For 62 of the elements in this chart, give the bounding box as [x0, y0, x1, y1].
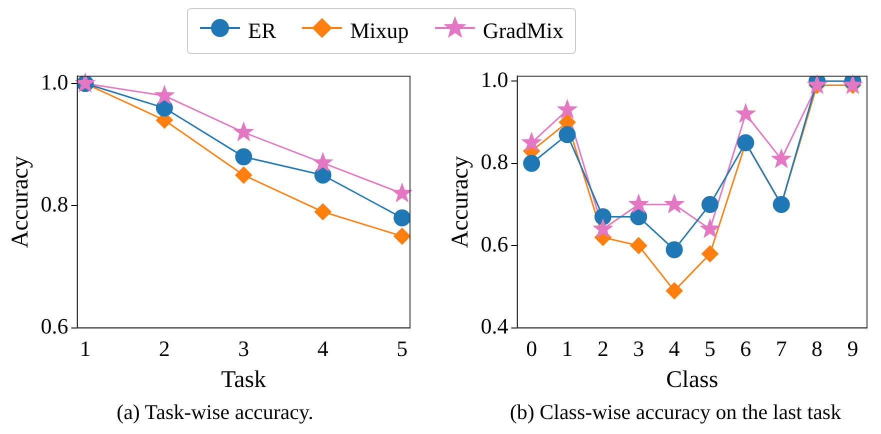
text: (a) Task-wise accuracy. [116, 400, 314, 425]
y-tick-label: 0.4 [480, 314, 508, 339]
x-tick-label: 1 [562, 336, 573, 361]
point [630, 237, 648, 254]
point [701, 245, 718, 262]
x-tick-label: 6 [740, 336, 752, 361]
point [156, 99, 173, 116]
point [701, 196, 718, 213]
point [235, 166, 252, 184]
y-axis-title: Accuracy [8, 156, 34, 248]
point [666, 282, 683, 300]
x-tick-label: 5 [396, 336, 408, 361]
text: (b) Class-wise accuracy on the last task [508, 400, 842, 425]
legend-label: Mixup [350, 18, 409, 44]
point [842, 74, 864, 94]
point [392, 182, 413, 202]
legend-label: ER [248, 18, 276, 44]
x-tick-label: 9 [847, 336, 858, 361]
point [74, 72, 96, 92]
x-tick-label: 2 [597, 336, 608, 361]
point [521, 132, 542, 152]
point [154, 84, 175, 105]
x-tick-label: 1 [80, 336, 91, 361]
x-tick-label: 0 [526, 336, 538, 361]
point [314, 166, 332, 184]
point [592, 218, 614, 238]
point [523, 154, 540, 172]
point [628, 193, 650, 214]
y-tick-label: 0.8 [40, 191, 68, 216]
x-tick-label: 3 [633, 336, 644, 361]
x-tick-label: 4 [668, 336, 680, 361]
y-tick-label: 1.0 [480, 66, 508, 92]
legend-label: GradMix [482, 18, 564, 44]
point [556, 98, 578, 119]
point [394, 228, 410, 245]
x-axis-title: Task [221, 366, 266, 393]
x-tick-label: 3 [238, 336, 250, 361]
point [233, 121, 254, 142]
x-tick-label: 7 [776, 336, 787, 361]
point [700, 218, 720, 238]
point [558, 126, 576, 144]
x-tick-label: 2 [158, 336, 170, 361]
y-tick-label: 0.6 [40, 314, 68, 339]
x-tick-label: 8 [812, 336, 823, 361]
point [630, 208, 648, 226]
y-tick-label: 0.8 [480, 149, 508, 174]
point [314, 203, 332, 220]
y-tick-label: 0.6 [480, 231, 508, 256]
point [594, 208, 612, 226]
point [664, 193, 685, 214]
point [806, 74, 828, 94]
point [770, 148, 792, 168]
y-tick-label: 1.0 [40, 69, 68, 94]
point [666, 241, 683, 258]
point [735, 103, 756, 123]
x-tick-label: 4 [317, 336, 328, 361]
point [235, 148, 252, 166]
x-axis-title: Class [666, 366, 718, 393]
point [312, 152, 334, 172]
y-axis-title: Accuracy [448, 156, 474, 248]
point [394, 209, 410, 226]
x-tick-label: 5 [704, 336, 716, 361]
